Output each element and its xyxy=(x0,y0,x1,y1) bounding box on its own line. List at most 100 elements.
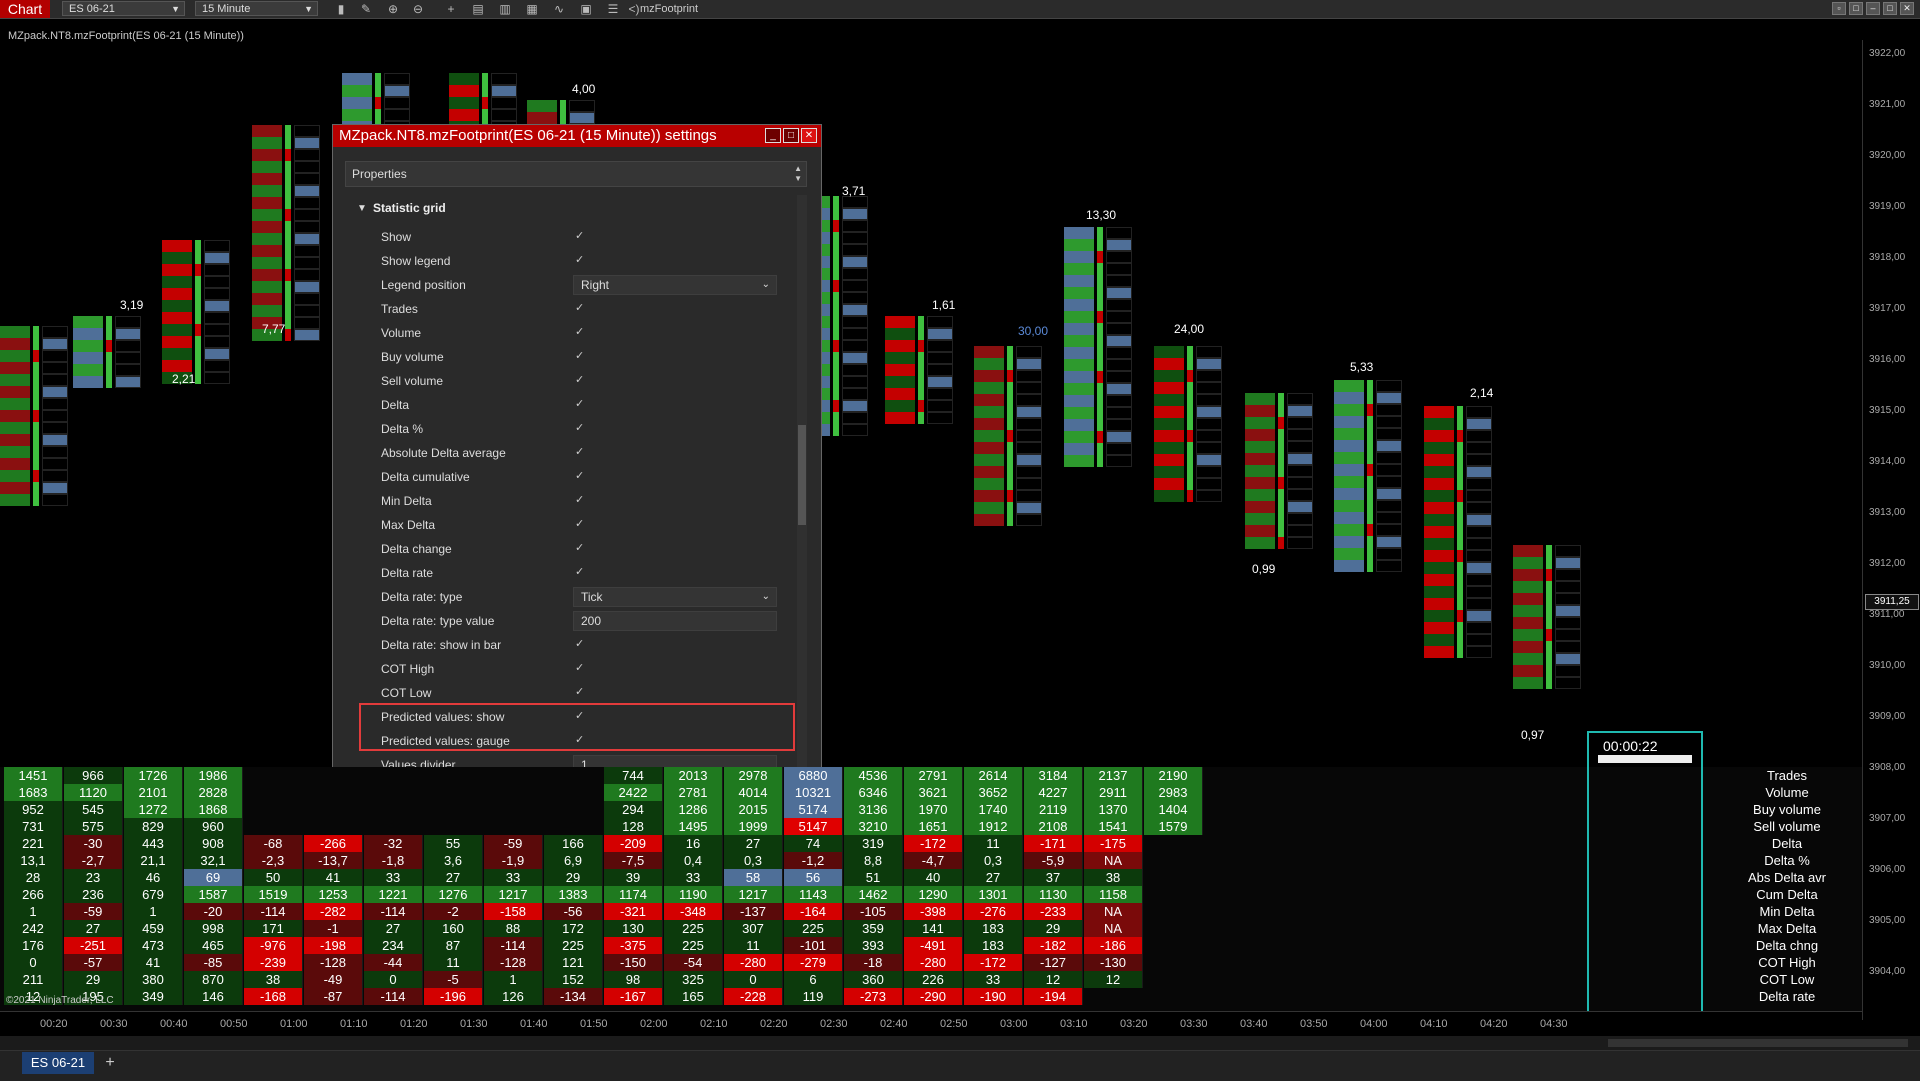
restore-icon[interactable]: ▫ xyxy=(1832,2,1846,15)
stat-cell: -280 xyxy=(904,954,963,971)
property-row[interactable]: Volume ✓ xyxy=(333,321,803,345)
volume-bar xyxy=(833,424,839,436)
draw-pencil-icon[interactable]: ✎ xyxy=(360,2,372,16)
property-row[interactable]: Absolute Delta average ✓ xyxy=(333,441,803,465)
checkbox[interactable]: ✓ xyxy=(575,350,585,362)
strategies-icon[interactable]: ▦ xyxy=(526,2,538,16)
checkbox[interactable]: ✓ xyxy=(575,542,585,554)
checkbox[interactable]: ✓ xyxy=(575,326,585,338)
checkbox[interactable]: ✓ xyxy=(575,470,585,482)
volume-bar xyxy=(1007,490,1013,502)
horizontal-scroll-thumb[interactable] xyxy=(1608,1039,1908,1047)
footprint-cell xyxy=(1016,478,1042,490)
minimize-icon[interactable]: _ xyxy=(765,128,781,143)
instrument-select[interactable]: ES 06-21 ▼ xyxy=(62,1,185,16)
property-row[interactable]: Delta ✓ xyxy=(333,393,803,417)
property-row[interactable]: Predicted values: gauge ✓ xyxy=(333,729,803,753)
checkbox[interactable]: ✓ xyxy=(575,254,585,266)
property-row[interactable]: Delta rate: type Tick ⌄ xyxy=(333,585,803,609)
property-row[interactable]: Delta change ✓ xyxy=(333,537,803,561)
maximize-icon[interactable]: □ xyxy=(1849,2,1863,15)
arrow-left-icon[interactable]: <) xyxy=(628,2,640,16)
property-row[interactable]: Delta % ✓ xyxy=(333,417,803,441)
checkbox[interactable]: ✓ xyxy=(575,230,585,242)
footprint-cell xyxy=(204,288,230,300)
volume-bar xyxy=(375,85,381,97)
footprint-cell xyxy=(294,173,320,185)
property-row[interactable]: Buy volume ✓ xyxy=(333,345,803,369)
property-row[interactable]: Delta rate ✓ xyxy=(333,561,803,585)
footprint-cell xyxy=(1513,677,1543,689)
property-input[interactable]: 200 xyxy=(573,611,777,631)
maximize-window-icon[interactable]: □ xyxy=(1883,2,1897,15)
property-row[interactable]: Max Delta ✓ xyxy=(333,513,803,537)
properties-icon[interactable]: ▤ xyxy=(472,2,484,16)
volume-bar xyxy=(833,328,839,340)
property-row[interactable]: COT High ✓ xyxy=(333,657,803,681)
property-row[interactable]: Delta rate: type value 200 xyxy=(333,609,803,633)
property-row[interactable]: Sell volume ✓ xyxy=(333,369,803,393)
property-row[interactable]: Predicted values: show ✓ xyxy=(333,705,803,729)
bar-type-icon[interactable]: ▮ xyxy=(337,2,345,16)
crosshair-icon[interactable]: + xyxy=(447,2,455,16)
property-select[interactable]: Tick ⌄ xyxy=(573,587,777,607)
checkbox[interactable]: ✓ xyxy=(575,302,585,314)
checkbox[interactable]: ✓ xyxy=(575,734,585,746)
zoom-out-icon[interactable]: ⊖ xyxy=(412,2,424,16)
checkbox[interactable]: ✓ xyxy=(575,686,585,698)
footprint-cell xyxy=(1196,394,1222,406)
chevron-down-icon: ⌄ xyxy=(761,591,770,602)
checkbox[interactable]: ✓ xyxy=(575,398,585,410)
horizontal-scrollbar[interactable] xyxy=(0,1036,1920,1050)
checkbox[interactable]: ✓ xyxy=(575,494,585,506)
checkbox[interactable]: ✓ xyxy=(575,446,585,458)
checkbox[interactable]: ✓ xyxy=(575,422,585,434)
dialog-scroll-thumb[interactable] xyxy=(798,425,806,525)
property-row[interactable]: Delta cumulative ✓ xyxy=(333,465,803,489)
list-icon[interactable]: ☰ xyxy=(607,2,619,16)
checkbox[interactable]: ✓ xyxy=(575,662,585,674)
property-row[interactable]: Show ✓ xyxy=(333,225,803,249)
close-icon[interactable]: ✕ xyxy=(1900,2,1914,15)
footprint-cell xyxy=(252,317,282,329)
price-axis[interactable]: 3922,00 3921,00 3920,00 3919,00 3918,00 3917,… xyxy=(1862,40,1920,1020)
zoom-in-icon[interactable]: ⊕ xyxy=(387,2,399,16)
tab-es-06-21[interactable]: ES 06-21 xyxy=(22,1052,94,1074)
footprint-cell xyxy=(1334,452,1364,464)
dialog-titlebar[interactable] xyxy=(333,125,821,147)
checkbox[interactable]: ✓ xyxy=(575,710,585,722)
property-row[interactable]: Trades ✓ xyxy=(333,297,803,321)
property-row[interactable]: COT Low ✓ xyxy=(333,681,803,705)
chart-tab[interactable]: Chart xyxy=(0,0,50,18)
collapse-triangle-icon[interactable]: ▼ xyxy=(357,203,367,214)
checkbox[interactable]: ✓ xyxy=(575,374,585,386)
checkbox[interactable]: ✓ xyxy=(575,566,585,578)
properties-header[interactable]: Properties ▲ ▼ xyxy=(345,161,807,187)
property-select[interactable]: Right ⌄ xyxy=(573,275,777,295)
checkbox[interactable]: ✓ xyxy=(575,518,585,530)
maximize-icon[interactable]: □ xyxy=(783,128,799,143)
indicators-icon[interactable]: ∿ xyxy=(553,2,565,16)
footprint-cell xyxy=(42,410,68,422)
data-box-icon[interactable]: ▥ xyxy=(499,2,511,16)
volume-bar xyxy=(1457,634,1463,646)
section-statistic-grid[interactable]: Statistic grid xyxy=(373,201,446,215)
checkbox[interactable]: ✓ xyxy=(575,638,585,650)
add-tab-button[interactable]: + xyxy=(105,1054,115,1071)
footprint-cell xyxy=(384,109,410,121)
stat-cell: 38 xyxy=(1084,869,1143,886)
property-row[interactable]: Delta rate: show in bar ✓ xyxy=(333,633,803,657)
interval-select[interactable]: 15 Minute ▼ xyxy=(195,1,318,16)
minimize-icon[interactable]: – xyxy=(1866,2,1880,15)
sort-arrows-icon[interactable]: ▲ ▼ xyxy=(794,164,802,183)
templates-icon[interactable]: ▣ xyxy=(580,2,592,16)
stat-cell: 130 xyxy=(604,920,663,937)
volume-bar xyxy=(1007,430,1013,442)
property-row[interactable]: Min Delta ✓ xyxy=(333,489,803,513)
property-row[interactable]: Show legend ✓ xyxy=(333,249,803,273)
footprint-cell xyxy=(1424,418,1454,430)
stat-cell: 28 xyxy=(4,869,63,886)
footprint-cell xyxy=(927,352,953,364)
close-icon[interactable]: ✕ xyxy=(801,128,817,143)
property-row[interactable]: Legend position Right ⌄ xyxy=(333,273,803,297)
